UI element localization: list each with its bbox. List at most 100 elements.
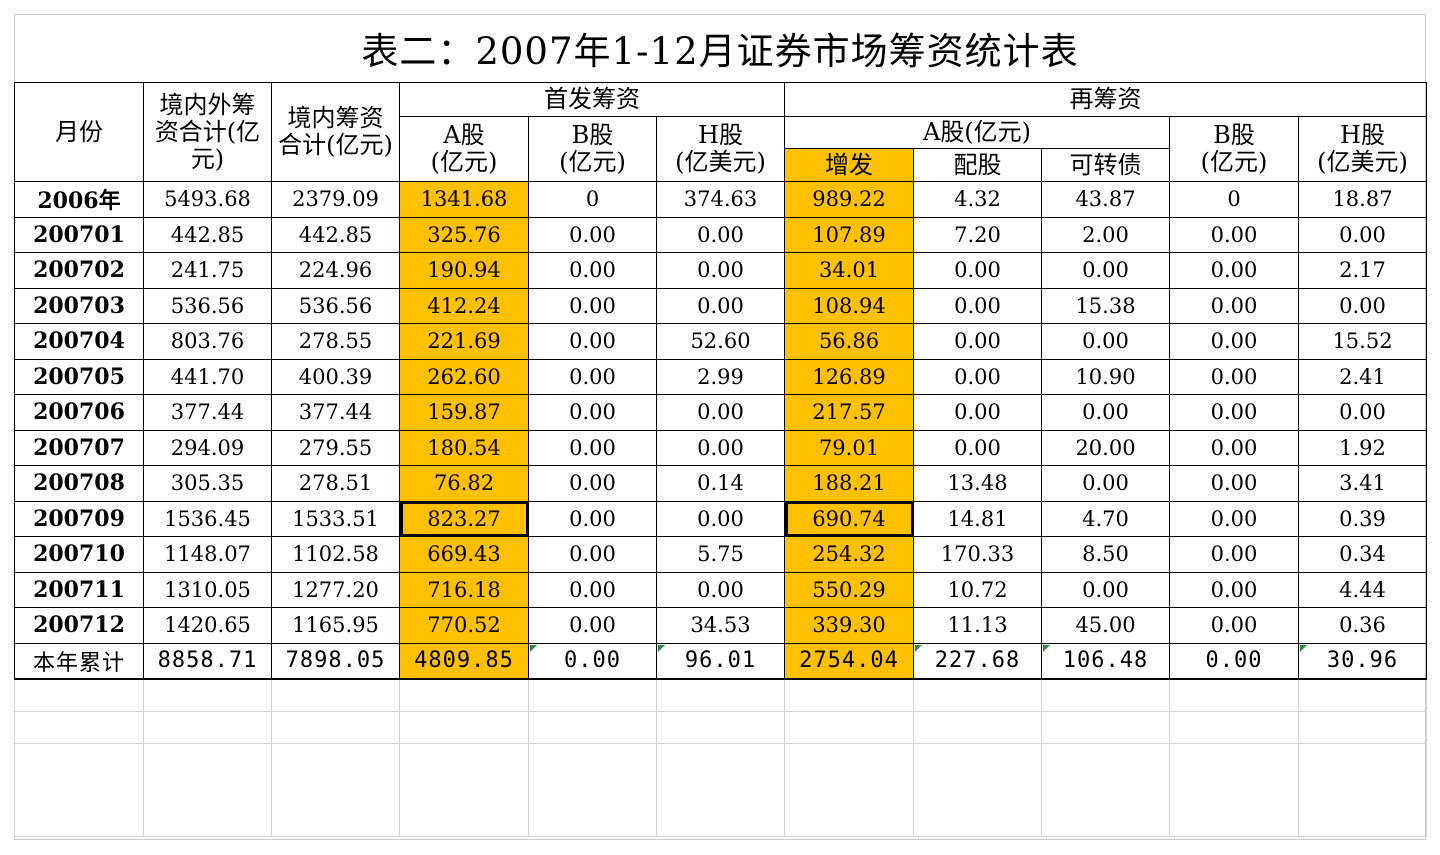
cell-re-a-rights[interactable]: 0.00 — [913, 429, 1042, 466]
cell-re-a-rights[interactable]: 170.33 — [913, 536, 1042, 573]
cell-ipo-b[interactable]: 0.00 — [528, 323, 657, 360]
cell-re-h[interactable]: 30.96 — [1298, 642, 1427, 680]
cell-re-a-rights[interactable]: 0.00 — [913, 358, 1042, 395]
cell-re-a-convertible[interactable]: 0.00 — [1041, 323, 1170, 360]
cell-ipo-h[interactable]: 0.00 — [656, 571, 785, 608]
cell-ipo-a[interactable]: 221.69 — [399, 323, 529, 360]
cell-re-b[interactable]: 0.00 — [1169, 323, 1299, 360]
cell-re-a-add[interactable]: 339.30 — [784, 607, 914, 644]
cell-total-domestic[interactable]: 2379.09 — [271, 181, 400, 218]
cell-ipo-b[interactable]: 0.00 — [528, 571, 657, 608]
cell-re-b[interactable]: 0.00 — [1169, 358, 1299, 395]
empty-cell[interactable] — [913, 678, 1042, 712]
cell-total-domestic-foreign[interactable]: 8858.71 — [143, 642, 272, 680]
cell-total-domestic-foreign[interactable]: 442.85 — [143, 216, 272, 253]
cell-ipo-h[interactable]: 52.60 — [656, 323, 785, 360]
cell-ipo-h[interactable]: 5.75 — [656, 536, 785, 573]
cell-ipo-h[interactable]: 0.00 — [656, 394, 785, 431]
empty-cell[interactable] — [656, 710, 785, 744]
header-ipo-b[interactable]: B股 (亿元) — [528, 116, 657, 182]
cell-re-a-rights[interactable]: 14.81 — [913, 500, 1042, 537]
cell-ipo-h[interactable]: 0.00 — [656, 287, 785, 324]
cell-ipo-b[interactable]: 0.00 — [528, 536, 657, 573]
empty-cell[interactable] — [1041, 710, 1170, 744]
cell-ipo-h[interactable]: 0.00 — [656, 429, 785, 466]
cell-ipo-a[interactable]: 4809.85 — [399, 642, 529, 680]
cell-total-domestic[interactable]: 7898.05 — [271, 642, 400, 680]
cell-ipo-b[interactable]: 0.00 — [528, 465, 657, 502]
cell-re-b[interactable]: 0.00 — [1169, 287, 1299, 324]
cell-total-domestic-foreign[interactable]: 536.56 — [143, 287, 272, 324]
cell-re-h[interactable]: 1.92 — [1298, 429, 1427, 466]
row-label[interactable]: 200708 — [14, 465, 144, 502]
cell-ipo-h[interactable]: 374.63 — [656, 181, 785, 218]
empty-cell[interactable] — [143, 742, 272, 837]
cell-ipo-h[interactable]: 0.00 — [656, 216, 785, 253]
cell-ipo-b[interactable]: 0.00 — [528, 642, 657, 680]
cell-re-a-add[interactable]: 34.01 — [784, 252, 914, 289]
cell-ipo-a[interactable]: 190.94 — [399, 252, 529, 289]
header-ipo-group[interactable]: 首发筹资 — [399, 82, 785, 117]
header-re-b[interactable]: B股 (亿元) — [1169, 116, 1299, 182]
empty-cell[interactable] — [271, 710, 400, 744]
cell-total-domestic-foreign[interactable]: 1148.07 — [143, 536, 272, 573]
cell-ipo-b[interactable]: 0.00 — [528, 607, 657, 644]
cell-re-a-rights[interactable]: 0.00 — [913, 252, 1042, 289]
empty-cell[interactable] — [1041, 678, 1170, 712]
cell-ipo-a[interactable]: 412.24 — [399, 287, 529, 324]
cell-re-a-add[interactable]: 56.86 — [784, 323, 914, 360]
header-re-a-convertible[interactable]: 可转债 — [1041, 148, 1170, 182]
cell-re-a-add[interactable]: 217.57 — [784, 394, 914, 431]
cell-ipo-a[interactable]: 716.18 — [399, 571, 529, 608]
header-total-domestic[interactable]: 境内筹资合计(亿元) — [271, 82, 400, 182]
empty-cell[interactable] — [1298, 678, 1427, 712]
cell-re-a-add[interactable]: 989.22 — [784, 181, 914, 218]
cell-ipo-h[interactable]: 2.99 — [656, 358, 785, 395]
cell-total-domestic[interactable]: 1165.95 — [271, 607, 400, 644]
header-month[interactable]: 月份 — [14, 82, 144, 182]
cell-re-a-add[interactable]: 188.21 — [784, 465, 914, 502]
empty-cell[interactable] — [528, 710, 657, 744]
empty-cell[interactable] — [656, 678, 785, 712]
empty-cell[interactable] — [913, 742, 1042, 837]
cell-re-a-convertible[interactable]: 0.00 — [1041, 571, 1170, 608]
cell-re-a-add[interactable]: 126.89 — [784, 358, 914, 395]
cell-re-a-rights[interactable]: 4.32 — [913, 181, 1042, 218]
cell-ipo-b[interactable]: 0.00 — [528, 287, 657, 324]
cell-re-b[interactable]: 0.00 — [1169, 500, 1299, 537]
empty-cell[interactable] — [528, 742, 657, 837]
cell-total-domestic-foreign[interactable]: 1310.05 — [143, 571, 272, 608]
cell-re-a-convertible[interactable]: 2.00 — [1041, 216, 1170, 253]
cell-total-domestic-foreign[interactable]: 377.44 — [143, 394, 272, 431]
cell-re-a-rights[interactable]: 11.13 — [913, 607, 1042, 644]
cell-re-a-rights[interactable]: 10.72 — [913, 571, 1042, 608]
cell-total-domestic[interactable]: 278.51 — [271, 465, 400, 502]
cell-re-h[interactable]: 2.41 — [1298, 358, 1427, 395]
cell-ipo-a[interactable]: 76.82 — [399, 465, 529, 502]
header-re-h[interactable]: H股 (亿美元) — [1298, 116, 1427, 182]
row-label[interactable]: 200712 — [14, 607, 144, 644]
cell-ipo-a[interactable]: 180.54 — [399, 429, 529, 466]
cell-ipo-a[interactable]: 669.43 — [399, 536, 529, 573]
row-label[interactable]: 200707 — [14, 429, 144, 466]
empty-cell[interactable] — [399, 710, 529, 744]
cell-ipo-h[interactable]: 0.14 — [656, 465, 785, 502]
empty-cell[interactable] — [1169, 710, 1299, 744]
cell-re-a-rights[interactable]: 0.00 — [913, 323, 1042, 360]
empty-cell[interactable] — [784, 710, 914, 744]
cell-re-h[interactable]: 15.52 — [1298, 323, 1427, 360]
cell-ipo-h[interactable]: 0.00 — [656, 252, 785, 289]
cell-re-a-rights[interactable]: 13.48 — [913, 465, 1042, 502]
cell-ipo-a[interactable]: 823.27 — [399, 500, 529, 537]
row-label[interactable]: 200705 — [14, 358, 144, 395]
row-label[interactable]: 2006年 — [14, 181, 144, 218]
empty-cell[interactable] — [143, 710, 272, 744]
empty-cell[interactable] — [784, 678, 914, 712]
cell-re-b[interactable]: 0.00 — [1169, 607, 1299, 644]
empty-cell[interactable] — [1041, 742, 1170, 837]
cell-re-b[interactable]: 0 — [1169, 181, 1299, 218]
cell-total-domestic[interactable]: 400.39 — [271, 358, 400, 395]
cell-re-h[interactable]: 0.00 — [1298, 216, 1427, 253]
cell-re-h[interactable]: 18.87 — [1298, 181, 1427, 218]
cell-ipo-b[interactable]: 0.00 — [528, 252, 657, 289]
